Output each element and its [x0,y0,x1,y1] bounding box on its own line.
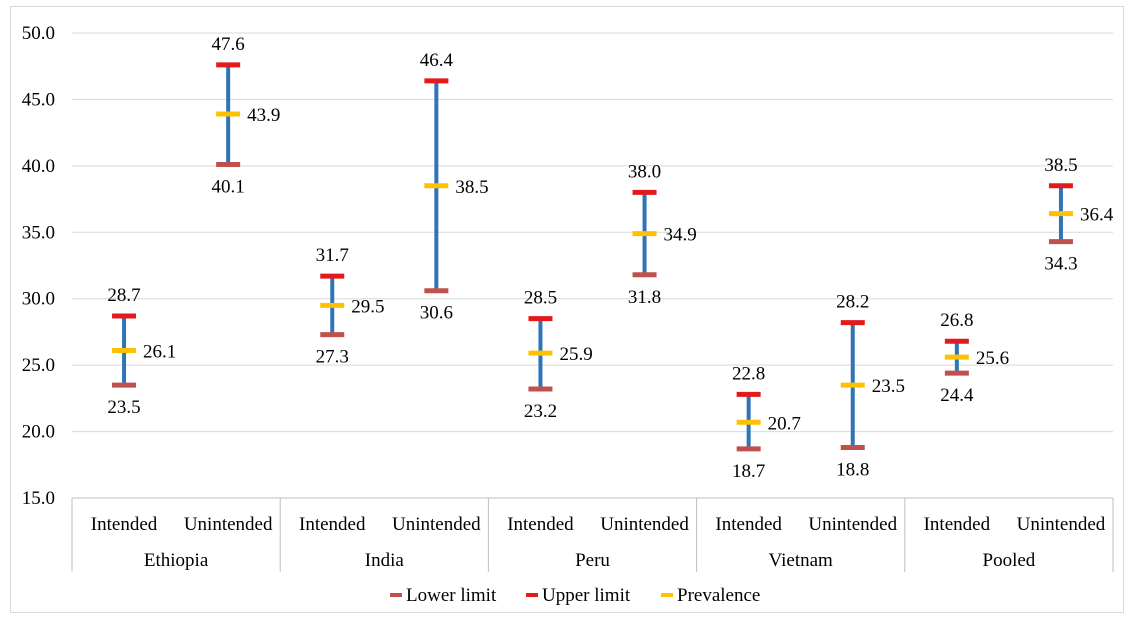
group-label: Peru [575,550,610,571]
group-label: Ethiopia [144,550,209,571]
lower-data-label: 23.5 [107,397,140,418]
y-tick-label: 25.0 [22,355,55,376]
subcategory-label: Intended [507,514,574,535]
lower-data-label: 40.1 [212,177,245,198]
subcategory-label: Unintended [1017,514,1106,535]
lower-data-label: 18.7 [732,461,765,482]
prevalence-data-label: 20.7 [768,413,801,434]
legend-label: Upper limit [542,585,631,606]
prevalence-data-label: 29.5 [351,296,384,317]
upper-data-label: 28.2 [836,292,869,313]
lower-data-label: 24.4 [940,385,974,406]
subcategory-label: Unintended [600,514,689,535]
upper-data-label: 38.5 [1044,155,1077,176]
subcategory-label: Intended [91,514,158,535]
subcategory-label: Unintended [392,514,481,535]
prevalence-data-label: 25.6 [976,348,1009,369]
upper-data-label: 47.6 [212,34,245,55]
lower-data-label: 23.2 [524,401,557,422]
subcategory-label: Unintended [808,514,897,535]
prevalence-data-label: 25.9 [559,344,592,365]
prevalence-data-label: 26.1 [143,342,176,363]
prevalence-data-label: 23.5 [872,376,905,397]
upper-data-label: 46.4 [420,50,454,71]
lower-data-label: 18.8 [836,460,869,481]
lower-data-label: 31.8 [628,287,661,308]
group-label: India [365,550,405,571]
upper-data-label: 31.7 [316,245,349,266]
subcategory-label: Intended [715,514,782,535]
upper-data-label: 38.0 [628,161,661,182]
y-tick-label: 45.0 [22,89,55,110]
legend-label: Lower limit [406,585,497,606]
y-tick-label: 50.0 [22,23,55,44]
lower-data-label: 30.6 [420,303,453,324]
lower-data-label: 34.3 [1044,254,1077,275]
prevalence-data-label: 38.5 [455,177,488,198]
group-label: Pooled [983,550,1036,571]
lower-data-label: 27.3 [316,347,349,368]
y-tick-label: 20.0 [22,422,55,443]
y-tick-label: 15.0 [22,488,55,509]
subcategory-label: Unintended [184,514,273,535]
y-tick-label: 35.0 [22,222,55,243]
upper-data-label: 28.7 [107,285,140,306]
chart-frame [10,6,1124,613]
prevalence-data-label: 36.4 [1080,205,1114,226]
prevalence-data-label: 34.9 [664,225,697,246]
prevalence-data-label: 43.9 [247,105,280,126]
upper-data-label: 22.8 [732,363,765,384]
subcategory-label: Intended [924,514,991,535]
y-tick-label: 30.0 [22,289,55,310]
upper-data-label: 26.8 [940,310,973,331]
subcategory-label: Intended [299,514,366,535]
legend-label: Prevalence [677,585,760,606]
y-tick-label: 40.0 [22,156,55,177]
upper-data-label: 28.5 [524,288,557,309]
group-label: Vietnam [769,550,834,571]
